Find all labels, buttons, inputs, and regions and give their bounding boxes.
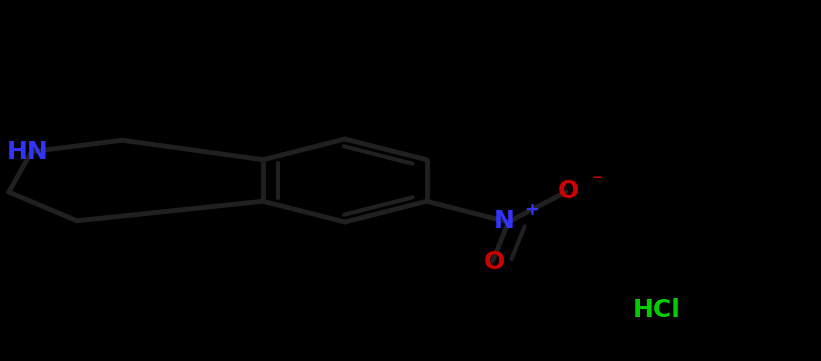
Text: O: O: [557, 179, 579, 203]
Text: HN: HN: [7, 140, 48, 164]
Text: ⁻: ⁻: [592, 172, 603, 192]
Text: +: +: [524, 201, 539, 219]
Text: O: O: [484, 250, 505, 274]
Text: N: N: [493, 209, 515, 233]
Text: HCl: HCl: [633, 299, 681, 322]
